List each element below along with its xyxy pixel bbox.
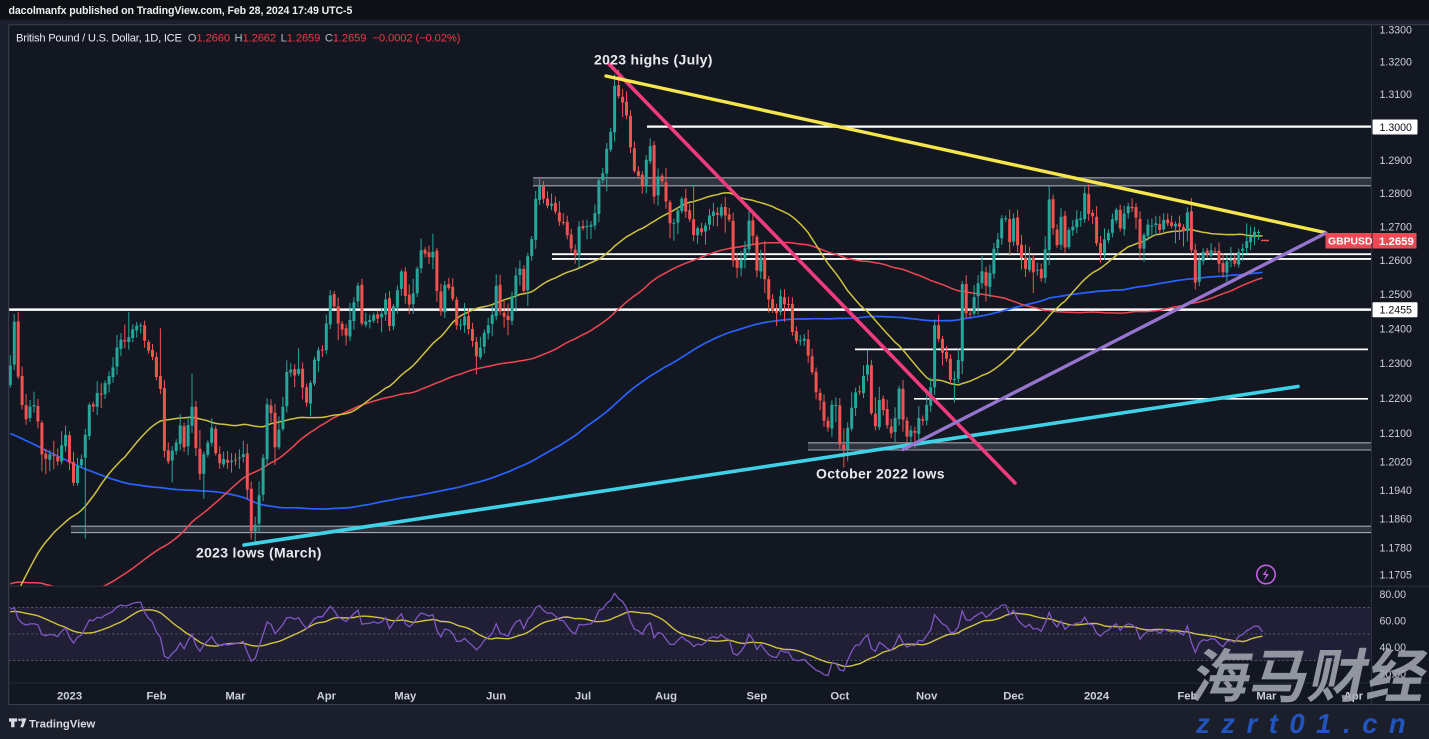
svg-text:Feb: Feb: [1177, 691, 1197, 703]
svg-text:1.2800: 1.2800: [1380, 188, 1413, 200]
svg-text:TradingView: TradingView: [29, 718, 96, 730]
svg-text:Jul: Jul: [575, 691, 591, 703]
svg-text:Dec: Dec: [1003, 691, 1024, 703]
svg-text:80.00: 80.00: [1380, 589, 1407, 601]
svg-text:1.2100: 1.2100: [1380, 428, 1413, 440]
svg-text:1.1705: 1.1705: [1380, 570, 1413, 582]
svg-text:1.3200: 1.3200: [1380, 57, 1413, 69]
svg-text:1.2200: 1.2200: [1380, 393, 1413, 405]
svg-text:dacolmanfx published on Tradin: dacolmanfx published on TradingView.com,…: [9, 5, 353, 17]
svg-text:Feb: Feb: [146, 691, 166, 703]
svg-text:October 2022 lows: October 2022 lows: [816, 466, 945, 482]
svg-text:Oct: Oct: [830, 691, 849, 703]
svg-text:Apr: Apr: [317, 691, 337, 703]
svg-text:1.2500: 1.2500: [1380, 289, 1413, 301]
svg-text:zzrt01.cn: zzrt01.cn: [1195, 708, 1417, 739]
svg-text:2023 highs (July): 2023 highs (July): [594, 52, 713, 68]
svg-text:Sep: Sep: [746, 691, 767, 703]
svg-text:2024: 2024: [1084, 691, 1110, 703]
svg-text:1.2455: 1.2455: [1380, 305, 1413, 317]
svg-text:1.3100: 1.3100: [1380, 89, 1413, 101]
svg-text:1.1780: 1.1780: [1380, 542, 1413, 554]
svg-text:2023: 2023: [57, 691, 82, 703]
svg-text:Jun: Jun: [486, 691, 506, 703]
svg-text:1.2659: 1.2659: [1379, 236, 1414, 248]
svg-text:2023 lows (March): 2023 lows (March): [196, 545, 322, 561]
svg-text:Aug: Aug: [655, 691, 677, 703]
svg-text:1.3300: 1.3300: [1380, 25, 1413, 37]
svg-text:1.2900: 1.2900: [1380, 155, 1413, 167]
svg-text:Mar: Mar: [1256, 691, 1277, 703]
svg-text:1.2600: 1.2600: [1380, 255, 1413, 267]
svg-text:1.3000: 1.3000: [1380, 122, 1413, 134]
svg-text:1.2400: 1.2400: [1380, 324, 1413, 336]
svg-text:1.1940: 1.1940: [1380, 485, 1413, 497]
svg-text:1.2300: 1.2300: [1380, 358, 1413, 370]
svg-text:Nov: Nov: [916, 691, 938, 703]
svg-text:60.00: 60.00: [1380, 616, 1407, 628]
svg-text:1.1860: 1.1860: [1380, 514, 1413, 526]
svg-text:British Pound / U.S. Dollar, 1: British Pound / U.S. Dollar, 1D, ICE O1.2…: [16, 33, 461, 45]
svg-text:1.2700: 1.2700: [1380, 222, 1413, 234]
svg-text:May: May: [394, 691, 417, 703]
svg-text:GBPUSD: GBPUSD: [1328, 236, 1373, 247]
svg-text:Mar: Mar: [225, 691, 246, 703]
svg-text:1.2020: 1.2020: [1380, 456, 1413, 468]
